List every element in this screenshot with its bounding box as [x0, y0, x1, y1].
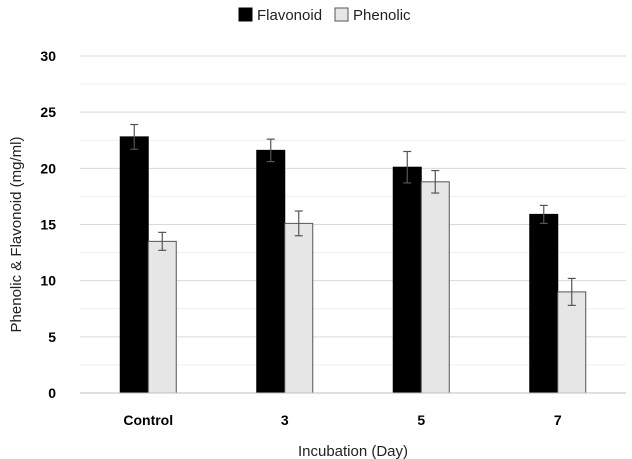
bar-flavonoid-3: [256, 149, 286, 394]
x-tick-label: Control: [123, 412, 173, 428]
y-tick-label: 15: [40, 217, 56, 233]
x-tick-label: 3: [281, 412, 289, 428]
x-axis-ticks: Control 3 5 7: [123, 412, 561, 428]
legend-swatch-flavonoid: [238, 7, 253, 22]
bars: [119, 123, 587, 394]
y-tick-label: 5: [48, 329, 56, 345]
bar-phenolic-3: [284, 222, 314, 394]
bar-phenolic-5: [420, 181, 450, 394]
y-axis-ticks: 0 5 10 15 20 25 30: [40, 48, 56, 401]
bar-flavonoid-control: [119, 136, 149, 394]
bar-phenolic-7: [557, 291, 587, 394]
legend-label-phenolic: Phenolic: [353, 7, 411, 24]
bar-flavonoid-7: [529, 213, 559, 394]
bar-phenolic-control: [147, 240, 177, 394]
y-axis-title: Phenolic & Flavonoid (mg/ml): [8, 137, 25, 333]
y-tick-label: 20: [40, 160, 56, 176]
legend: Flavonoid Phenolic: [238, 7, 411, 24]
x-tick-label: 5: [417, 412, 425, 428]
bar-flavonoid-5: [392, 166, 422, 394]
y-tick-label: 10: [40, 273, 56, 289]
y-tick-label: 25: [40, 104, 56, 120]
legend-label-flavonoid: Flavonoid: [257, 7, 322, 24]
x-axis-title: Incubation (Day): [298, 443, 408, 459]
y-tick-label: 30: [40, 48, 56, 64]
x-tick-label: 7: [554, 412, 562, 428]
y-tick-label: 0: [48, 385, 56, 401]
legend-swatch-phenolic: [334, 7, 349, 22]
